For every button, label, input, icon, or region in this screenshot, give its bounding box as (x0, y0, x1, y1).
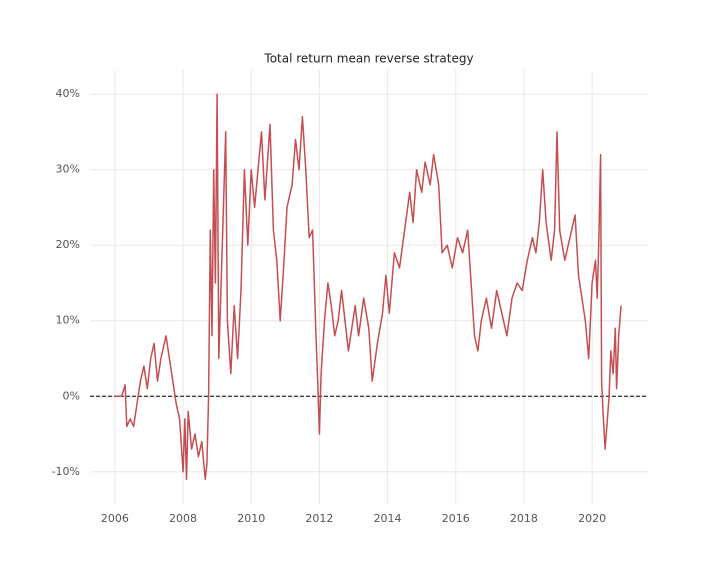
y-tick-label: 0% (63, 389, 80, 402)
x-tick-label: 2010 (237, 512, 265, 525)
x-tick-label: 2014 (374, 512, 402, 525)
y-tick-label: 40% (56, 87, 80, 100)
y-tick-label: 30% (56, 163, 80, 176)
x-tick-label: 2012 (305, 512, 333, 525)
x-tick-label: 2008 (169, 512, 197, 525)
y-tick-label: 10% (56, 314, 80, 327)
chart-title: Total return mean reverse strategy (263, 52, 473, 66)
y-tick-label: 20% (56, 238, 80, 251)
line (114, 93, 622, 481)
x-tick-label: 2006 (101, 512, 129, 525)
x-tick-label: 2020 (578, 512, 606, 525)
y-tick-label: -10% (52, 465, 80, 478)
x-tick-label: 2016 (442, 512, 470, 525)
x-tick-label: 2018 (510, 512, 538, 525)
